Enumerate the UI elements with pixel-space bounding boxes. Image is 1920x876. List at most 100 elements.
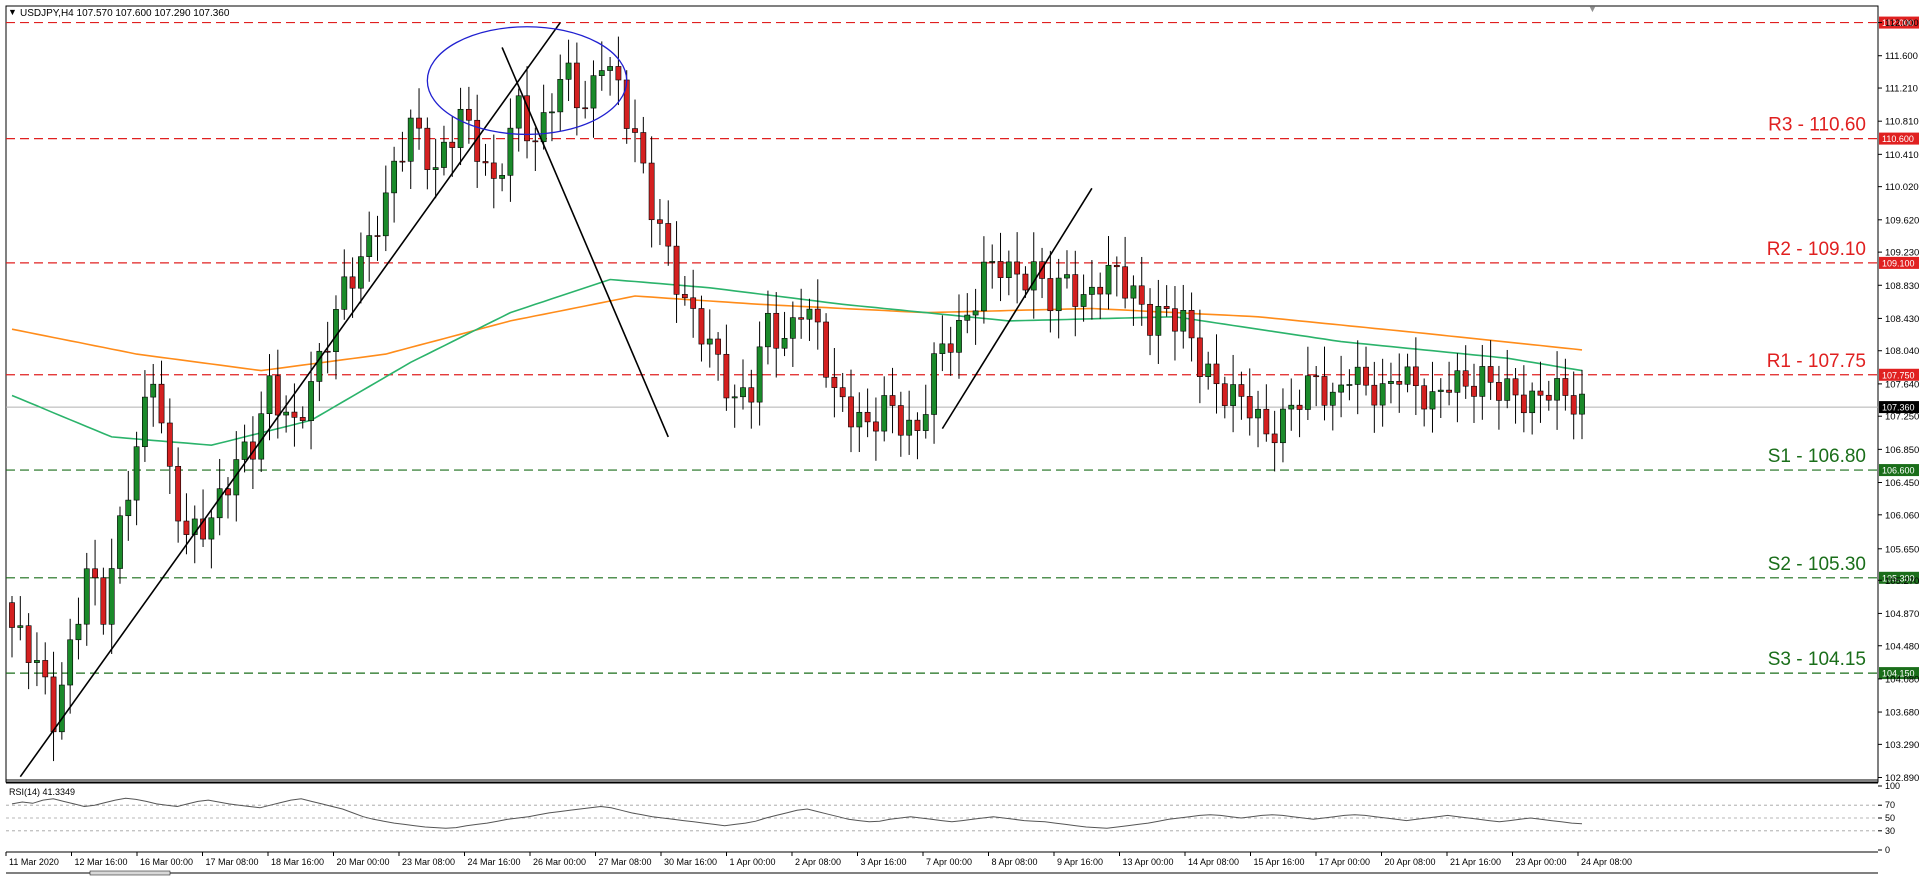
candle[interactable] [524,66,530,159]
candle[interactable] [374,215,381,261]
candle[interactable] [590,60,597,138]
candle[interactable] [133,431,140,526]
candle[interactable] [1030,232,1037,319]
candle[interactable] [773,292,780,378]
candle[interactable] [1404,353,1411,393]
candle[interactable] [1055,258,1062,339]
candle[interactable] [1039,247,1045,299]
candle[interactable] [615,36,622,106]
candle[interactable] [1196,309,1203,404]
candle[interactable] [1230,354,1237,433]
candle[interactable] [449,115,456,177]
candle[interactable] [765,290,771,365]
candle[interactable] [142,370,148,462]
candle[interactable] [42,642,49,695]
candle[interactable] [1288,378,1295,431]
candle[interactable] [1122,236,1129,309]
candle[interactable] [457,87,464,166]
candle[interactable] [1263,384,1270,442]
candle[interactable] [1537,361,1544,423]
candle[interactable] [399,131,406,172]
trendline[interactable] [941,187,1093,430]
candle[interactable] [67,618,74,714]
candle[interactable] [1246,368,1253,436]
candle[interactable] [1014,232,1021,304]
candle[interactable] [283,395,290,433]
candle[interactable] [1520,365,1527,433]
candle[interactable] [1479,344,1486,420]
candle[interactable] [1047,250,1054,333]
collapse-arrow-icon[interactable]: ▼ [8,7,17,17]
candle[interactable] [100,567,107,635]
candle[interactable] [731,384,738,428]
candle[interactable] [798,288,805,339]
candle[interactable] [50,651,57,762]
candle[interactable] [1496,365,1502,430]
candle[interactable] [83,552,90,646]
candle[interactable] [806,298,813,341]
candle[interactable] [1487,340,1494,400]
candle[interactable] [856,392,863,453]
candle[interactable] [515,88,522,152]
candle[interactable] [1155,279,1162,364]
candle[interactable] [964,293,971,334]
candle[interactable] [889,367,896,434]
candle[interactable] [341,249,348,320]
candle[interactable] [1338,355,1345,418]
candle[interactable] [1205,351,1212,390]
candle[interactable] [1296,389,1303,438]
candle[interactable] [1321,346,1328,421]
shift-marker-icon[interactable]: ▼ [1588,4,1597,14]
candle[interactable] [781,311,788,357]
candle[interactable] [150,363,157,427]
candle[interactable] [200,489,206,547]
candle[interactable] [1346,369,1353,401]
candle[interactable] [607,56,613,96]
candle[interactable] [432,138,439,199]
candle[interactable] [557,54,564,132]
candle[interactable] [922,384,929,439]
candle[interactable] [382,165,389,252]
candle[interactable] [158,360,165,434]
candle[interactable] [582,80,589,119]
candle[interactable] [848,369,854,453]
candle[interactable] [756,321,763,426]
trendline[interactable] [19,22,561,778]
candle[interactable] [648,136,655,248]
candle[interactable] [989,244,996,289]
candle[interactable] [349,257,356,318]
candle[interactable] [789,301,796,367]
candle[interactable] [1437,378,1444,419]
candle[interactable] [1545,380,1552,411]
candle[interactable] [706,309,713,368]
trendline[interactable] [501,47,669,438]
candle[interactable] [75,597,82,660]
scrollbar-thumb[interactable] [89,870,171,876]
candle[interactable] [58,662,65,740]
highlight-ellipse[interactable] [426,26,628,136]
candle[interactable] [1454,353,1461,423]
candle[interactable] [997,232,1004,302]
candle[interactable] [1180,284,1187,349]
candle[interactable] [873,397,879,461]
candle[interactable] [931,342,937,444]
candle[interactable] [823,313,829,388]
candle[interactable] [1064,250,1070,289]
candle[interactable] [1022,266,1029,298]
candle[interactable] [914,412,921,460]
candle[interactable] [1271,410,1278,472]
candle[interactable] [490,134,497,209]
candle[interactable] [1313,365,1320,407]
candle[interactable] [507,98,514,202]
candle[interactable] [441,125,447,176]
candle[interactable] [981,236,987,324]
candle[interactable] [673,221,680,323]
candle[interactable] [357,232,364,304]
candle[interactable] [1238,371,1245,420]
candle[interactable] [499,163,506,192]
candle[interactable] [565,39,572,102]
candle[interactable] [956,294,962,379]
candle[interactable] [1280,388,1286,463]
candle[interactable] [1080,274,1087,322]
candle[interactable] [316,343,323,402]
